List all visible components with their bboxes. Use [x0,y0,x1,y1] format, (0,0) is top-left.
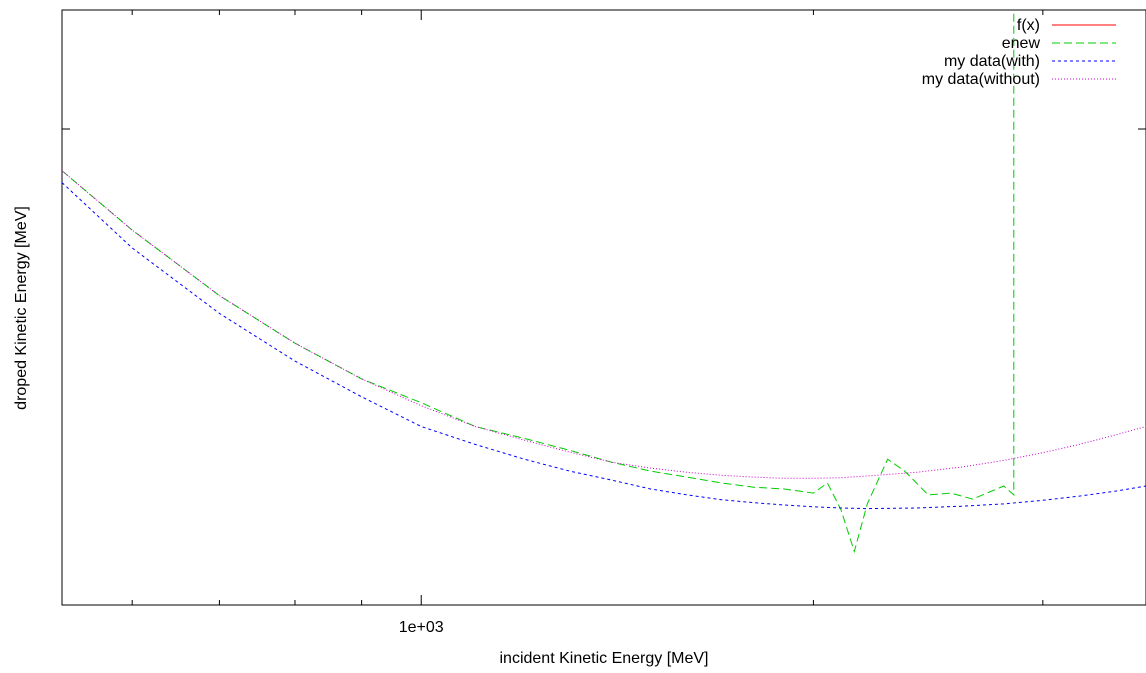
series-line-enew [61,10,1015,554]
legend-label: my data(with) [944,53,1040,70]
series-line-my-data-with- [61,182,1146,510]
plot-frame [61,9,1146,606]
axis-ticks [62,9,1146,606]
legend-label: my data(without) [922,71,1040,88]
legend-label: enew [1002,35,1041,52]
x-tick-labels: 1e+03 [399,619,444,636]
x-axis-label: incident Kinetic Energy [MeV] [500,650,709,667]
legend-label: f(x) [1017,17,1040,34]
y-axis-label: droped Kinetic Energy [MeV] [13,206,30,410]
series-line-my-data-without- [61,170,1146,479]
x-tick-label: 1e+03 [399,619,444,636]
series-layer [61,10,1146,554]
